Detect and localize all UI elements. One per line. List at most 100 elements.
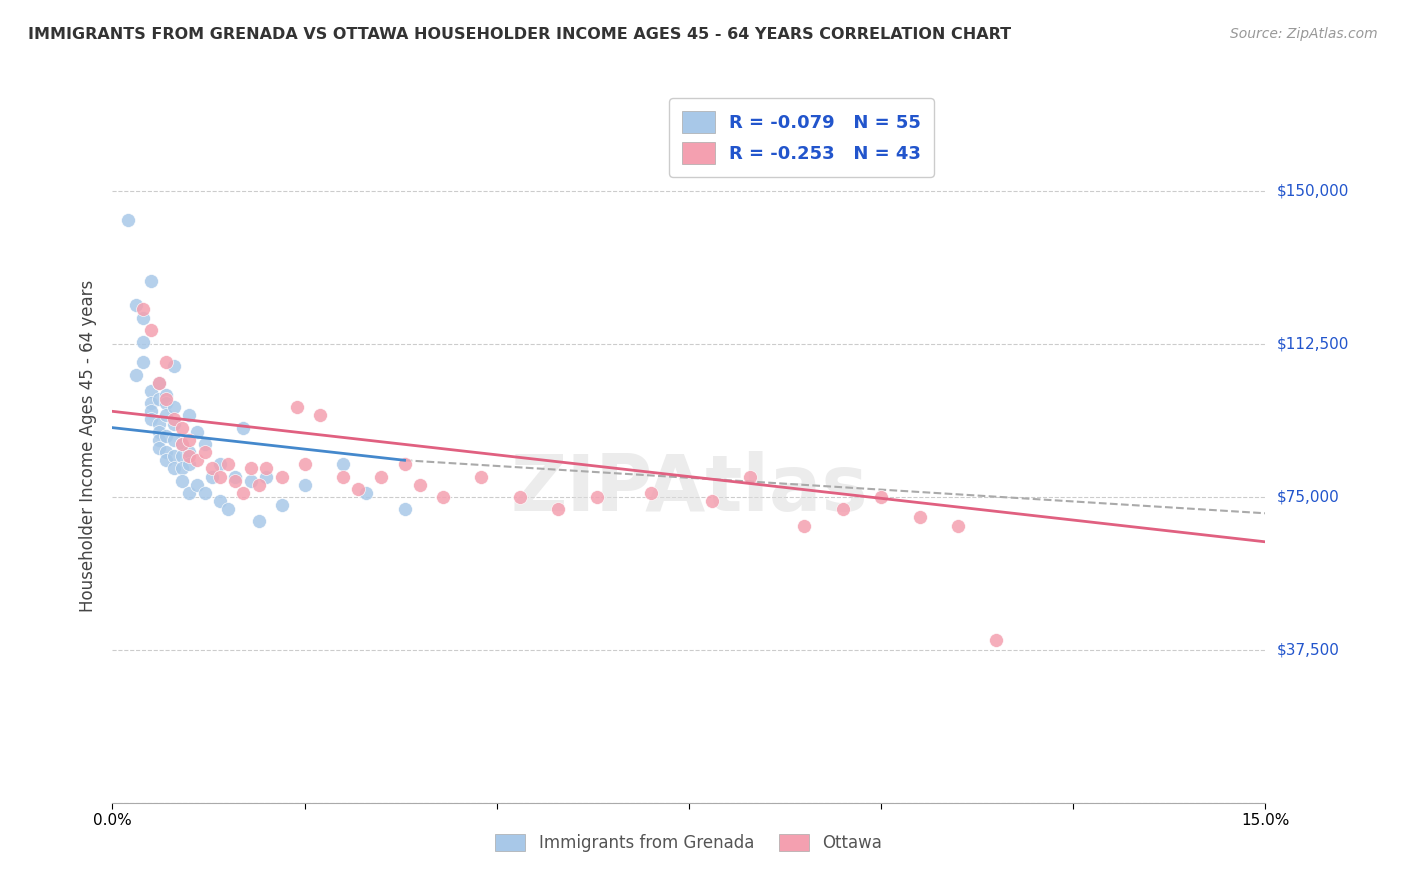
Point: [139, 404, 162, 418]
Point: [186, 477, 208, 491]
Point: [194, 437, 217, 451]
Point: [170, 437, 193, 451]
Point: [700, 494, 723, 508]
Text: $75,000: $75,000: [1277, 490, 1340, 505]
Point: [132, 302, 155, 317]
Legend: Immigrants from Grenada, Ottawa: Immigrants from Grenada, Ottawa: [489, 827, 889, 859]
Point: [179, 445, 201, 459]
Point: [163, 417, 186, 431]
Point: [170, 449, 193, 463]
Point: [155, 388, 177, 402]
Point: [347, 482, 370, 496]
Point: [170, 437, 193, 451]
Point: [155, 355, 177, 369]
Point: [470, 469, 492, 483]
Point: [148, 441, 170, 455]
Point: [986, 632, 1008, 647]
Point: [201, 461, 224, 475]
Point: [247, 477, 270, 491]
Point: [394, 502, 416, 516]
Point: [163, 449, 186, 463]
Point: [217, 458, 239, 472]
Point: [179, 486, 201, 500]
Point: [124, 368, 146, 382]
Point: [186, 425, 208, 439]
Point: [155, 453, 177, 467]
Point: [354, 486, 377, 500]
Point: [163, 401, 186, 415]
Point: [224, 474, 246, 488]
Point: [309, 409, 332, 423]
Text: $37,500: $37,500: [1277, 642, 1340, 657]
Point: [209, 469, 232, 483]
Point: [547, 502, 569, 516]
Point: [170, 474, 193, 488]
Point: [332, 469, 354, 483]
Point: [394, 458, 416, 472]
Point: [201, 469, 224, 483]
Point: [155, 409, 177, 423]
Point: [139, 384, 162, 398]
Point: [209, 458, 232, 472]
Point: [155, 445, 177, 459]
Point: [870, 490, 893, 504]
Point: [139, 412, 162, 426]
Point: [148, 425, 170, 439]
Point: [194, 486, 217, 500]
Point: [132, 310, 155, 325]
Point: [139, 274, 162, 288]
Point: [946, 518, 969, 533]
Point: [270, 498, 292, 512]
Point: [148, 376, 170, 390]
Text: ZIPAtlas: ZIPAtlas: [510, 450, 868, 527]
Point: [148, 433, 170, 447]
Point: [209, 494, 232, 508]
Point: [232, 486, 254, 500]
Point: [239, 461, 262, 475]
Point: [148, 417, 170, 431]
Point: [294, 477, 316, 491]
Point: [254, 461, 277, 475]
Point: [294, 458, 316, 472]
Point: [132, 355, 155, 369]
Point: [139, 323, 162, 337]
Point: [232, 420, 254, 434]
Point: [239, 474, 262, 488]
Point: [148, 376, 170, 390]
Point: [831, 502, 853, 516]
Text: $150,000: $150,000: [1277, 184, 1348, 199]
Point: [640, 486, 662, 500]
Point: [285, 401, 308, 415]
Point: [194, 445, 217, 459]
Point: [155, 396, 177, 410]
Point: [170, 420, 193, 434]
Point: [124, 298, 146, 312]
Point: [179, 433, 201, 447]
Point: [432, 490, 454, 504]
Point: [148, 392, 170, 406]
Point: [179, 449, 201, 463]
Point: [117, 212, 139, 227]
Point: [224, 469, 246, 483]
Point: [132, 334, 155, 349]
Text: Source: ZipAtlas.com: Source: ZipAtlas.com: [1230, 27, 1378, 41]
Point: [139, 396, 162, 410]
Point: [254, 469, 277, 483]
Point: [740, 469, 762, 483]
Text: IMMIGRANTS FROM GRENADA VS OTTAWA HOUSEHOLDER INCOME AGES 45 - 64 YEARS CORRELAT: IMMIGRANTS FROM GRENADA VS OTTAWA HOUSEH…: [28, 27, 1011, 42]
Point: [585, 490, 607, 504]
Point: [908, 510, 931, 524]
Text: $112,500: $112,500: [1277, 336, 1348, 351]
Point: [247, 515, 270, 529]
Point: [270, 469, 292, 483]
Point: [370, 469, 392, 483]
Point: [163, 359, 186, 374]
Point: [509, 490, 531, 504]
Point: [179, 409, 201, 423]
Y-axis label: Householder Income Ages 45 - 64 years: Householder Income Ages 45 - 64 years: [79, 280, 97, 612]
Point: [793, 518, 815, 533]
Point: [155, 429, 177, 443]
Point: [155, 392, 177, 406]
Point: [332, 458, 354, 472]
Point: [217, 502, 239, 516]
